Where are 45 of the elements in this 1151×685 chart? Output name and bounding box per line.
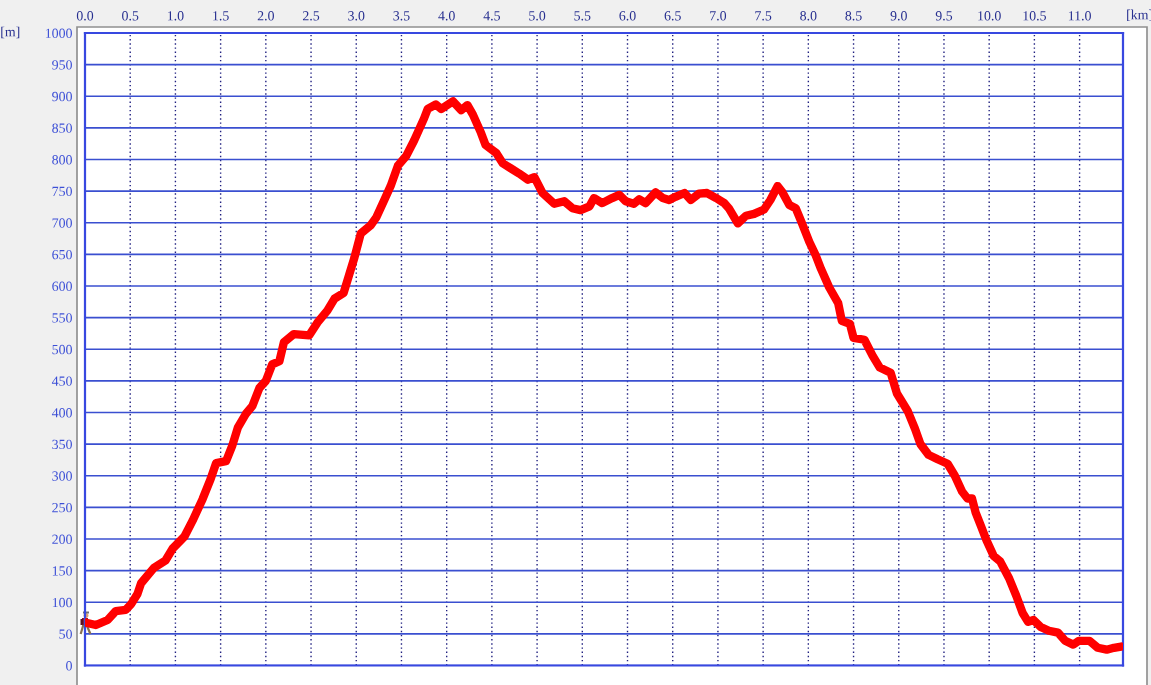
x-tick-label: 2.0 (257, 11, 274, 21)
x-tick-label: 5.5 (574, 11, 591, 21)
y-tick-label: 650 (52, 249, 72, 260)
y-tick-label: 250 (52, 502, 72, 513)
y-tick-label: 400 (51, 408, 72, 418)
x-tick-label: 0.0 (76, 11, 94, 21)
x-tick-label: 10.5 (1023, 11, 1046, 21)
x-tick-label: 1.5 (213, 11, 229, 21)
x-tick-label: 7.5 (755, 11, 772, 21)
y-tick-label: 600 (52, 281, 72, 291)
y-tick-label: 850 (52, 123, 72, 133)
y-tick-label: 100 (52, 597, 72, 608)
y-tick-label: 300 (52, 471, 72, 481)
x-tick-label: 9.5 (935, 11, 953, 21)
y-tick-label: 200 (52, 534, 72, 544)
y-tick-label: 750 (52, 186, 72, 197)
y-tick-label: 550 (52, 313, 72, 323)
y-tick-label: 150 (52, 566, 72, 576)
x-tick-label: 10.0 (978, 11, 1001, 21)
y-tick-label: 50 (59, 629, 72, 639)
x-tick-label: 6.0 (619, 11, 636, 21)
x-tick-label: 9.0 (890, 11, 907, 21)
y-axis-title: [m] (1, 26, 20, 39)
x-tick-label: 7.0 (710, 11, 727, 21)
x-tick-label: 3.5 (393, 11, 410, 21)
y-tick-label: 500 (52, 344, 72, 355)
y-tick-label: 450 (51, 376, 72, 386)
y-tick-label: 700 (52, 218, 72, 228)
x-tick-label: 5.0 (529, 11, 546, 21)
x-tick-label: 8.0 (800, 11, 817, 21)
x-tick-label: 11.0 (1068, 11, 1091, 21)
x-tick-label: 4.0 (438, 11, 455, 21)
x-tick-label: 1.0 (167, 11, 184, 21)
x-tick-label: 3.0 (348, 11, 365, 21)
y-tick-label: 900 (52, 91, 72, 102)
x-tick-label: 8.5 (845, 11, 862, 21)
y-tick-label: 800 (52, 155, 72, 165)
x-tick-label: 0.5 (122, 11, 139, 21)
y-tick-label: 350 (52, 439, 72, 450)
y-tick-label: 1000 (45, 28, 72, 38)
x-tick-label: 2.5 (302, 11, 320, 21)
x-tick-label: 4.5 (483, 11, 501, 21)
y-tick-label: 950 (52, 60, 72, 70)
x-tick-label: 6.5 (664, 11, 681, 21)
y-tick-label: 0 (66, 661, 72, 671)
